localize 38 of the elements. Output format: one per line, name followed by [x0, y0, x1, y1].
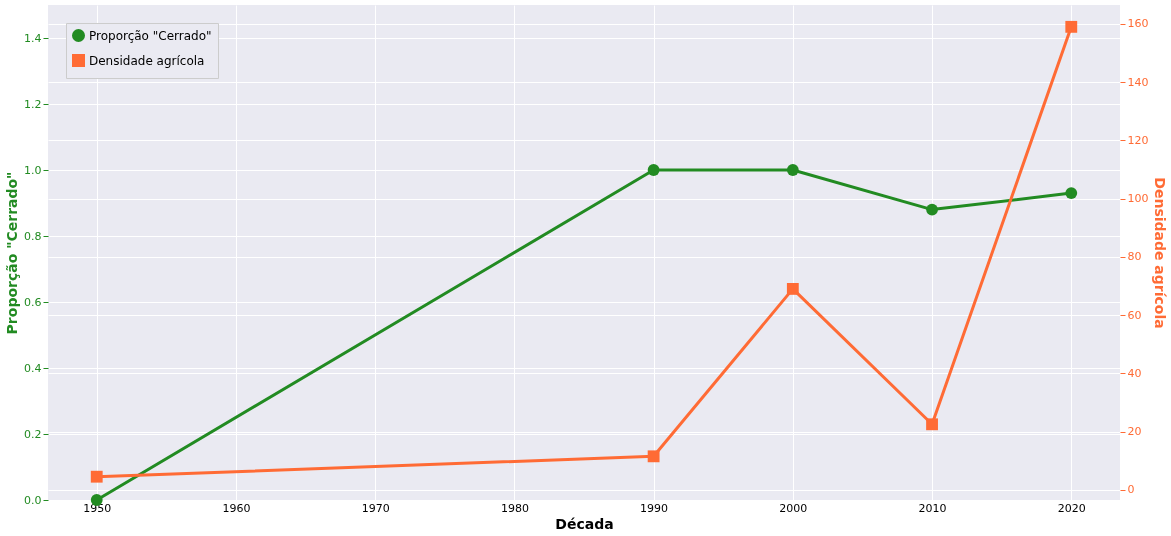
x-tick-label: 2000 [779, 501, 808, 515]
x-tick-label: 1990 [640, 501, 669, 515]
point [647, 450, 660, 463]
x-tick-label: 2020 [1057, 501, 1086, 515]
y2-tick-label: 100 [1127, 192, 1149, 206]
y-tick-label: 0.2 [24, 427, 42, 441]
y2-tick-label: 20 [1127, 425, 1142, 439]
y-tick-label: 1.0 [24, 163, 42, 177]
x-tick-label: 2010 [918, 501, 947, 515]
y2-tick-label: 40 [1127, 366, 1142, 380]
y2-tick-label: 160 [1127, 17, 1149, 31]
y-tick-label: 1.2 [24, 97, 42, 111]
y2-axis-title: Densidade agrícola [1152, 177, 1169, 329]
y2-tick-label: 60 [1127, 308, 1142, 322]
point [1065, 20, 1078, 33]
x-axis-title: Década [555, 515, 614, 532]
x-tick-label: 1970 [361, 501, 390, 515]
y-axis-title: Proporção "Cerrado" [4, 171, 21, 335]
y2-tick-label: 0 [1127, 483, 1135, 497]
x-tick-label: 1960 [222, 501, 251, 515]
point [1065, 187, 1078, 199]
y-tick-label: 0.0 [24, 493, 42, 507]
y-tick-label: 0.8 [24, 229, 42, 243]
point [647, 164, 660, 176]
point [90, 470, 103, 483]
y2-tick-label: 80 [1127, 250, 1142, 264]
x-tick-label: 1980 [500, 501, 529, 515]
legend-label: Proporção "Cerrado" [89, 28, 212, 43]
point [926, 418, 938, 431]
point [786, 164, 799, 176]
y-tick-label: 0.4 [24, 361, 42, 375]
y2-tick-label: 120 [1127, 133, 1149, 147]
point [926, 203, 938, 216]
legend-label: Densidade agrícola [89, 53, 205, 68]
y-tick-label: 1.4 [24, 31, 42, 45]
point [786, 282, 799, 295]
y2-tick-label: 140 [1127, 75, 1149, 89]
y-tick-label: 0.6 [24, 295, 42, 309]
